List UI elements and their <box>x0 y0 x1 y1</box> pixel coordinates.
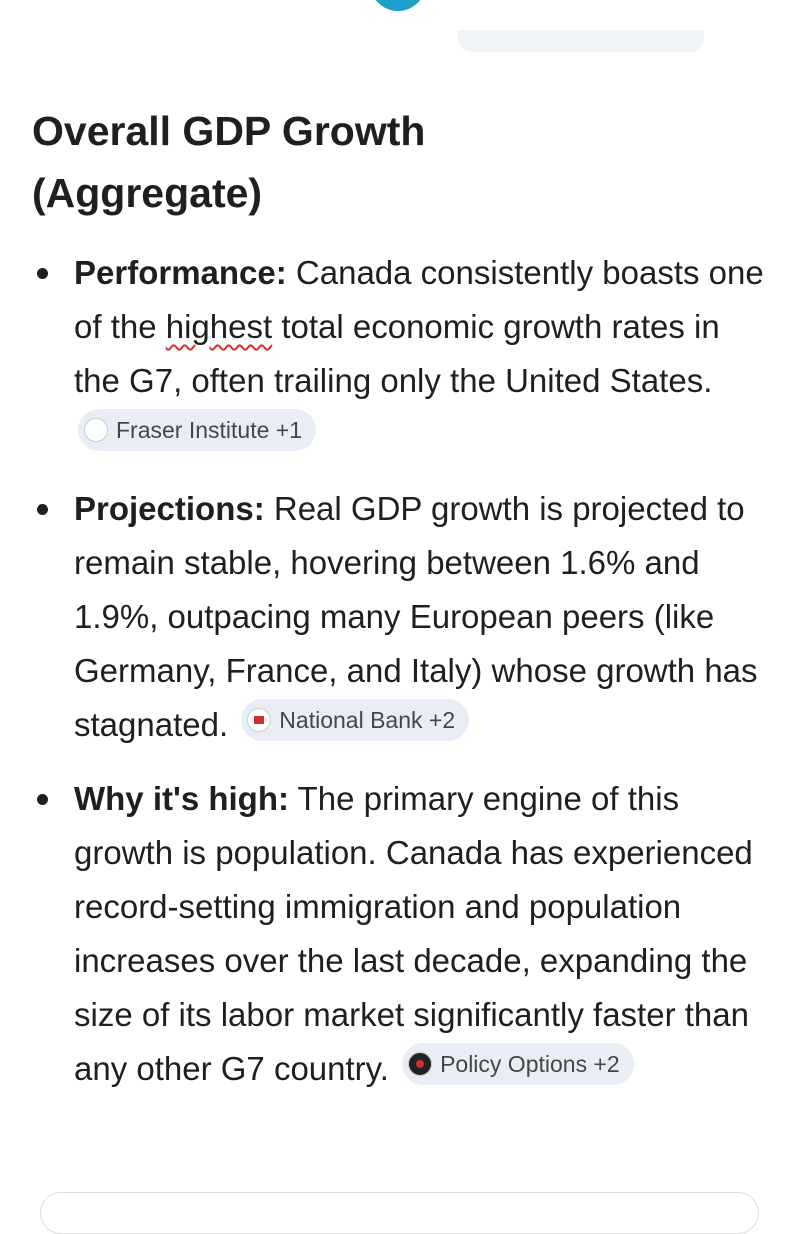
bullet-label: Projections: <box>74 490 265 527</box>
source-chip[interactable]: Fraser Institute +1 <box>78 409 316 451</box>
source-chip[interactable]: National Bank +2 <box>241 699 470 741</box>
bullet: Why it's high: The primary engine of thi… <box>37 772 764 1096</box>
bullet-list: Performance: Canada consistently boasts … <box>37 246 764 1116</box>
bullet-label: Performance: <box>74 254 287 291</box>
heading: Overall GDP Growth (Aggregate) <box>32 108 426 216</box>
page: Overall GDP Growth (Aggregate) Performan… <box>32 0 764 1234</box>
input-box[interactable] <box>40 1192 759 1234</box>
bullet: Performance: Canada consistently boasts … <box>37 246 764 462</box>
source-label: Policy Options +2 <box>440 1051 620 1077</box>
bullet: Projections: Real GDP growth is projecte… <box>37 482 764 752</box>
top-pill <box>458 30 704 52</box>
source-label: Fraser Institute +1 <box>116 417 302 443</box>
source-label: National Bank +2 <box>279 707 456 733</box>
misspelled-word: highest <box>165 308 273 345</box>
source-icon <box>408 1052 433 1076</box>
bullet-text: The primary engine of this growth is pop… <box>74 780 753 1087</box>
bullet-text: total economic growth rates in the G7, o… <box>74 308 720 399</box>
logo <box>370 0 426 11</box>
source-icon <box>84 418 108 442</box>
bullet-text: Real GDP growth is projected to remain s… <box>74 490 758 743</box>
bullet-text: Canada consistently boasts one of the <box>74 254 764 345</box>
source-chip[interactable]: Policy Options +2 <box>402 1043 634 1085</box>
bullet-label: Why it's high: <box>74 780 289 817</box>
source-icon <box>247 708 272 732</box>
